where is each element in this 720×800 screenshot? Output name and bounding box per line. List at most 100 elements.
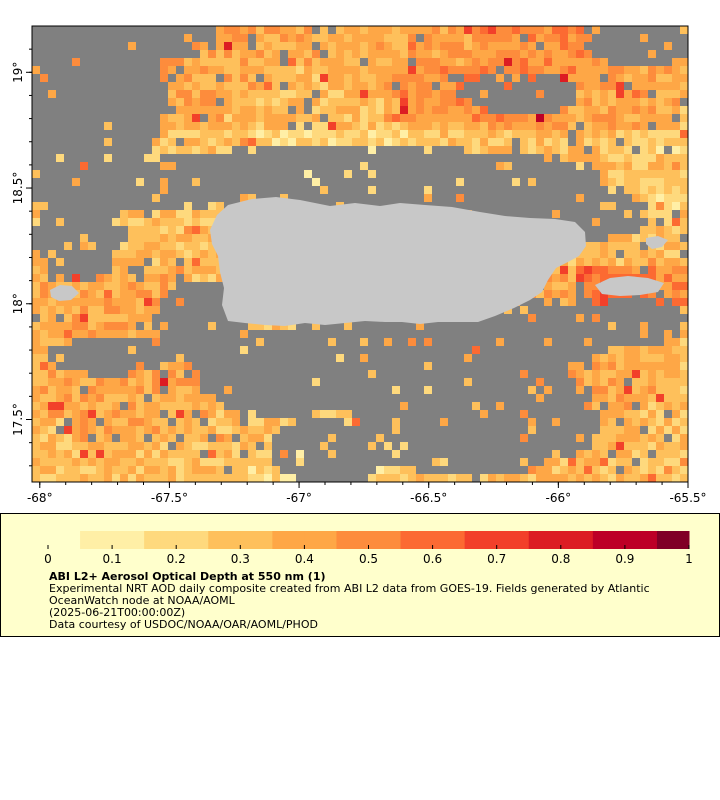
aod-cell (200, 426, 208, 434)
aod-cell (544, 130, 552, 138)
aod-cell (488, 26, 496, 34)
aod-cell (32, 306, 40, 314)
aod-cell (48, 330, 56, 338)
aod-cell (176, 442, 184, 450)
aod-cell (192, 458, 200, 466)
aod-cell (656, 162, 664, 170)
aod-cell (160, 218, 168, 226)
aod-cell (184, 74, 192, 82)
aod-cell (624, 410, 632, 418)
aod-cell (648, 466, 656, 474)
aod-cell (200, 394, 208, 402)
aod-cell (112, 314, 120, 322)
aod-cell (208, 458, 216, 466)
aod-cell (200, 66, 208, 74)
aod-cell (400, 138, 408, 146)
aod-cell (136, 258, 144, 266)
aod-cell (128, 218, 136, 226)
aod-cell (96, 474, 104, 482)
aod-cell (576, 458, 584, 466)
aod-cell (632, 130, 640, 138)
aod-cell (624, 178, 632, 186)
aod-cell (640, 450, 648, 458)
aod-cell (592, 442, 600, 450)
aod-cell (616, 474, 624, 482)
aod-cell (288, 114, 296, 122)
aod-cell (664, 66, 672, 74)
aod-cell (224, 26, 232, 34)
aod-cell (416, 90, 424, 98)
aod-cell (632, 98, 640, 106)
aod-cell (672, 258, 680, 266)
aod-cell (640, 154, 648, 162)
aod-cell (152, 450, 160, 458)
aod-cell (328, 450, 336, 458)
aod-cell (232, 34, 240, 42)
aod-cell (680, 210, 688, 218)
aod-cell (264, 98, 272, 106)
aod-cell (480, 122, 488, 130)
aod-cell (624, 162, 632, 170)
aod-cell (680, 170, 688, 178)
aod-cell (328, 338, 336, 346)
aod-cell (616, 354, 624, 362)
aod-cell (680, 330, 688, 338)
aod-cell (672, 274, 680, 282)
aod-cell (640, 410, 648, 418)
aod-cell (216, 58, 224, 66)
aod-cell (336, 90, 344, 98)
aod-cell (264, 106, 272, 114)
aod-cell (264, 26, 272, 34)
aod-cell (144, 218, 152, 226)
aod-cell (104, 466, 112, 474)
aod-cell (432, 66, 440, 74)
aod-cell (152, 210, 160, 218)
aod-cell (128, 210, 136, 218)
aod-cell (552, 130, 560, 138)
aod-cell (648, 178, 656, 186)
aod-cell (576, 106, 584, 114)
aod-cell (600, 106, 608, 114)
aod-cell (256, 42, 264, 50)
aod-cell (624, 98, 632, 106)
colorbar-blocks (48, 531, 690, 549)
aod-cell (64, 458, 72, 466)
aod-cell (560, 66, 568, 74)
aod-cell (576, 58, 584, 66)
aod-cell (616, 234, 624, 242)
aod-cell (272, 466, 280, 474)
aod-cell (680, 58, 688, 66)
aod-cell (104, 458, 112, 466)
aod-cell (144, 466, 152, 474)
aod-cell (600, 418, 608, 426)
aod-cell (240, 474, 248, 482)
aod-cell (632, 138, 640, 146)
aod-cell (144, 234, 152, 242)
aod-cell (440, 474, 448, 482)
aod-cell (208, 442, 216, 450)
aod-cell (672, 338, 680, 346)
aod-cell (128, 346, 136, 354)
aod-cell (88, 394, 96, 402)
aod-cell (208, 74, 216, 82)
aod-cell (680, 458, 688, 466)
aod-cell (528, 26, 536, 34)
aod-cell (648, 290, 656, 298)
aod-cell (648, 202, 656, 210)
aod-cell (104, 330, 112, 338)
aod-cell (616, 378, 624, 386)
aod-cell (344, 114, 352, 122)
aod-cell (304, 170, 312, 178)
aod-cell (544, 282, 552, 290)
aod-cell (120, 330, 128, 338)
aod-cell (648, 218, 656, 226)
aod-cell (632, 354, 640, 362)
aod-cell (344, 82, 352, 90)
aod-cell (264, 434, 272, 442)
aod-cell (616, 370, 624, 378)
aod-cell (664, 442, 672, 450)
aod-cell (272, 138, 280, 146)
aod-cell (392, 42, 400, 50)
aod-cell (624, 74, 632, 82)
aod-cell (160, 466, 168, 474)
